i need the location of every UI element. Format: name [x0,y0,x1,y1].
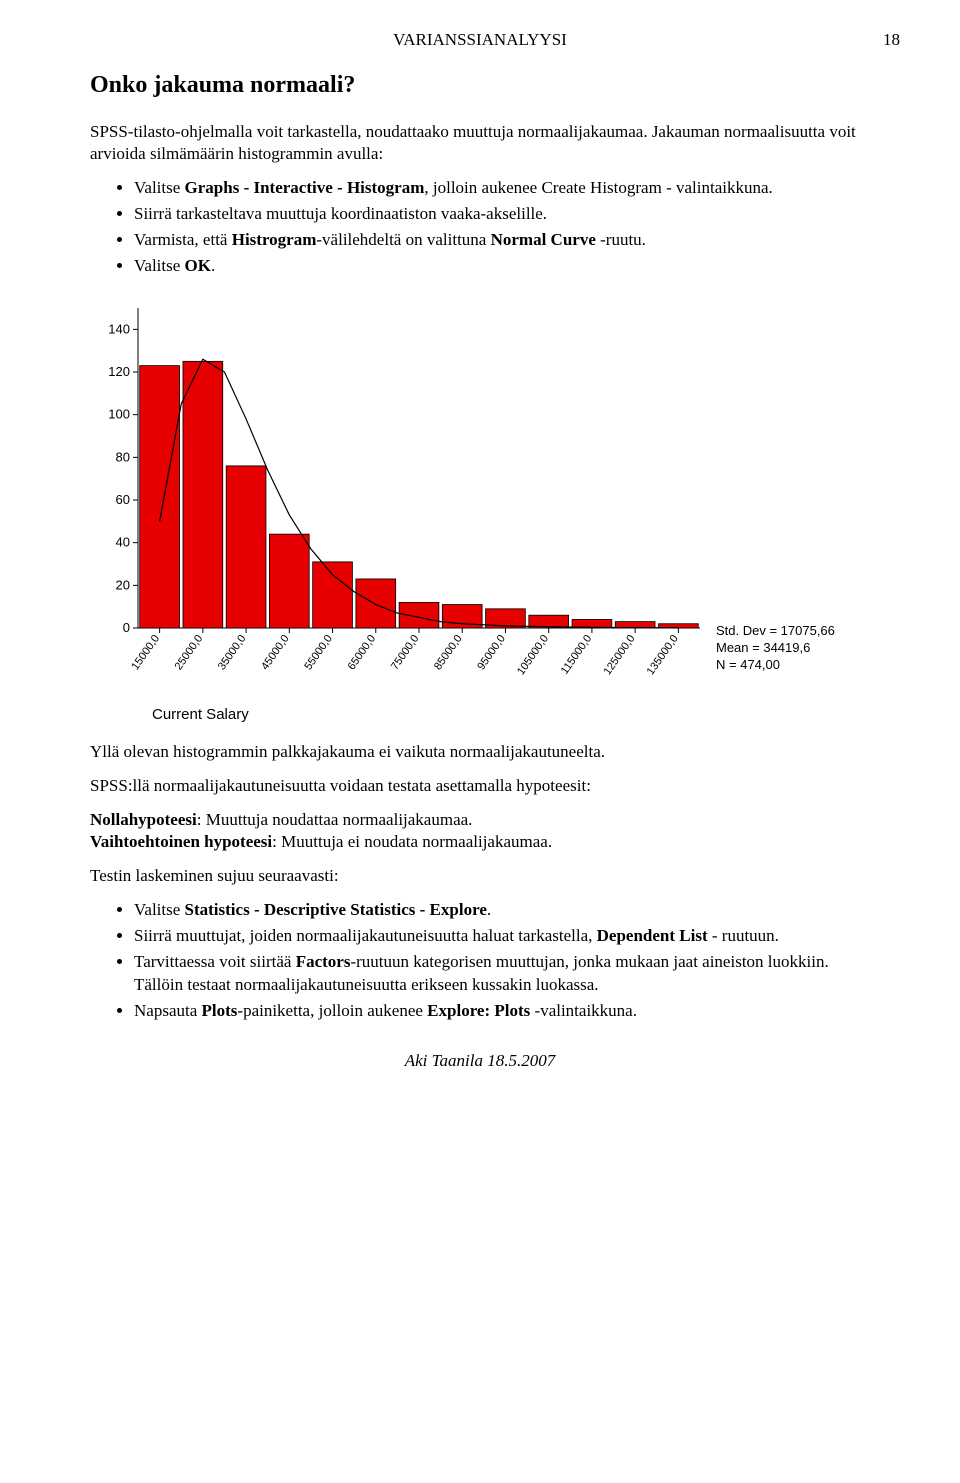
svg-text:15000,0: 15000,0 [129,633,162,672]
page-header: VARIANSSIANALYYSI 18 [90,30,870,50]
svg-text:25000,0: 25000,0 [173,633,206,672]
list-item: Valitse OK. [134,255,870,278]
svg-text:135000,0: 135000,0 [645,633,681,677]
svg-text:65000,0: 65000,0 [346,633,379,672]
chart-xlabel: Current Salary [152,706,870,723]
page-number: 18 [883,30,900,50]
svg-text:115000,0: 115000,0 [559,633,595,677]
hypotheses: Nollahypoteesi: Muuttuja noudattaa norma… [90,809,870,853]
list-item: Valitse Graphs - Interactive - Histogram… [134,177,870,200]
histogram-svg: 0 20 40 60 80 100 120 140 15000,0 25000,0 35000,0 4… [90,298,710,698]
svg-text:45000,0: 45000,0 [259,633,292,672]
after-chart-p3: Testin laskeminen sujuu seuraavasti: [90,865,870,887]
bullet-list-2: Valitse Statistics - Descriptive Statist… [90,899,870,1023]
after-chart-p1: Yllä olevan histogrammin palkkajakauma e… [90,741,870,763]
intro-paragraph: SPSS-tilasto-ohjelmalla voit tarkastella… [90,121,870,165]
svg-text:100: 100 [108,407,130,422]
svg-text:40: 40 [116,535,130,550]
svg-text:85000,0: 85000,0 [432,633,465,672]
svg-text:140: 140 [108,321,130,336]
svg-text:95000,0: 95000,0 [475,633,508,672]
list-item: Tarvittaessa voit siirtää Factors-ruutuu… [134,951,870,997]
histogram-chart: 0 20 40 60 80 100 120 140 15000,0 25000,0 35000,0 4… [90,298,870,723]
svg-text:75000,0: 75000,0 [389,633,422,672]
svg-text:120: 120 [108,364,130,379]
header-title: VARIANSSIANALYYSI [393,30,567,49]
svg-text:35000,0: 35000,0 [216,633,249,672]
chart-stats: Std. Dev = 17075,66 Mean = 34419,6 N = 4… [716,623,835,674]
list-item: Napsauta Plots-painiketta, jolloin auken… [134,1000,870,1023]
svg-text:80: 80 [116,449,130,464]
list-item: Siirrä tarkasteltava muuttuja koordinaat… [134,203,870,226]
page-title: Onko jakauma normaali? [90,72,870,99]
svg-text:60: 60 [116,492,130,507]
svg-text:55000,0: 55000,0 [302,633,335,672]
page-footer: Aki Taanila 18.5.2007 [90,1051,870,1071]
svg-text:105000,0: 105000,0 [515,633,551,677]
bullet-list-1: Valitse Graphs - Interactive - Histogram… [90,177,870,278]
after-chart-p2: SPSS:llä normaalijakautuneisuutta voidaa… [90,775,870,797]
svg-text:125000,0: 125000,0 [601,633,637,677]
svg-text:20: 20 [116,577,130,592]
svg-text:0: 0 [123,620,130,635]
list-item: Varmista, että Histrogram-välilehdeltä o… [134,229,870,252]
list-item: Siirrä muuttujat, joiden normaalijakautu… [134,925,870,948]
list-item: Valitse Statistics - Descriptive Statist… [134,899,870,922]
